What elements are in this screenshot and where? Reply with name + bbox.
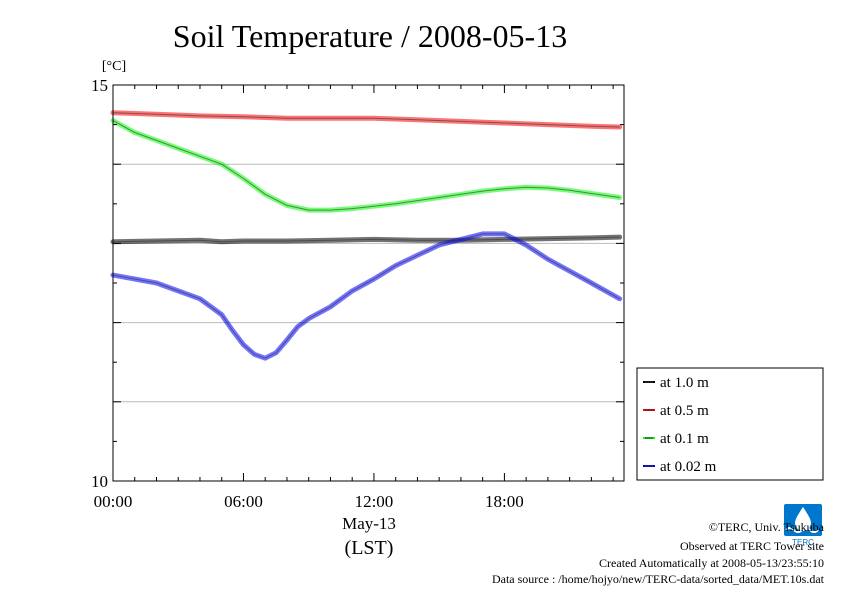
legend-label: at 0.1 m [660, 431, 709, 447]
terc-logo [784, 504, 822, 536]
series-line [112, 112, 620, 128]
series-line [112, 236, 620, 243]
copyright-text: ©TERC, Univ. Tsukuba [708, 520, 824, 534]
created-timestamp-text: Created Automatically at 2008-05-13/23:5… [599, 556, 824, 570]
legend: at 1.0 m at 0.5 m at 0.1 m at 0.02 m [636, 367, 824, 481]
chart-title: Soil Temperature / 2008-05-13 [173, 18, 567, 54]
data-source-text: Data source : /home/hojyo/new/TERC-data/… [491, 572, 824, 586]
series-band [110, 231, 623, 361]
legend-box [636, 367, 824, 481]
series-line [112, 120, 620, 211]
x-tick-label: 12:00 [355, 492, 394, 511]
x-axis-date-label: May-13 [342, 514, 396, 533]
legend-label: at 0.02 m [660, 459, 717, 475]
series-band [110, 118, 623, 213]
logo-text: TERC [792, 538, 814, 547]
x-axis-label: (LST) [345, 537, 394, 559]
axis-ticks: 00:00 06:00 12:00 18:00 10 15 [91, 76, 624, 511]
legend-label: at 1.0 m [660, 375, 709, 391]
y-axis-unit-label: [°C] [102, 59, 126, 74]
gridlines [113, 163, 624, 403]
observed-site-text: Observed at TERC Tower site [679, 539, 824, 553]
legend-label: at 0.5 m [660, 403, 709, 419]
series-line [112, 233, 620, 359]
logo-drop-icon [795, 507, 811, 531]
y-tick-label: 10 [91, 472, 108, 491]
logo-wave-icon [785, 527, 819, 533]
x-tick-label: 06:00 [224, 492, 263, 511]
series-layer [110, 110, 623, 361]
x-tick-label: 00:00 [94, 492, 133, 511]
x-tick-label: 18:00 [485, 492, 524, 511]
y-tick-label: 15 [91, 76, 108, 95]
